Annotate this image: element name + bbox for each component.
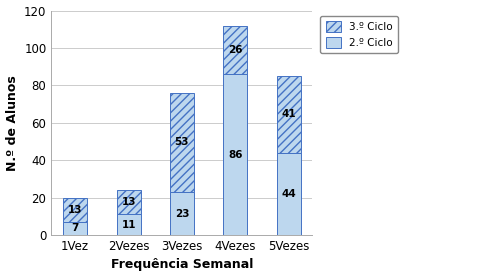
Bar xyxy=(223,74,247,235)
Text: 44: 44 xyxy=(281,189,296,199)
Bar xyxy=(63,198,87,222)
Text: 7: 7 xyxy=(72,224,79,234)
Bar xyxy=(223,25,247,74)
Text: 86: 86 xyxy=(228,150,243,160)
Bar xyxy=(117,214,141,235)
Bar xyxy=(170,192,194,235)
Text: 23: 23 xyxy=(175,209,189,219)
Bar xyxy=(117,190,141,214)
Text: 13: 13 xyxy=(122,197,136,207)
Text: 13: 13 xyxy=(68,205,82,215)
Bar xyxy=(277,153,301,235)
Bar xyxy=(277,76,301,153)
Text: 26: 26 xyxy=(228,45,243,55)
Bar xyxy=(63,222,87,235)
X-axis label: Frequência Semanal: Frequência Semanal xyxy=(111,258,253,271)
Legend: 3.º Ciclo, 2.º Ciclo: 3.º Ciclo, 2.º Ciclo xyxy=(320,16,398,53)
Text: 11: 11 xyxy=(122,220,136,230)
Text: 53: 53 xyxy=(175,137,189,147)
Y-axis label: N.º de Alunos: N.º de Alunos xyxy=(5,75,19,171)
Bar xyxy=(170,93,194,192)
Text: 41: 41 xyxy=(281,109,296,119)
